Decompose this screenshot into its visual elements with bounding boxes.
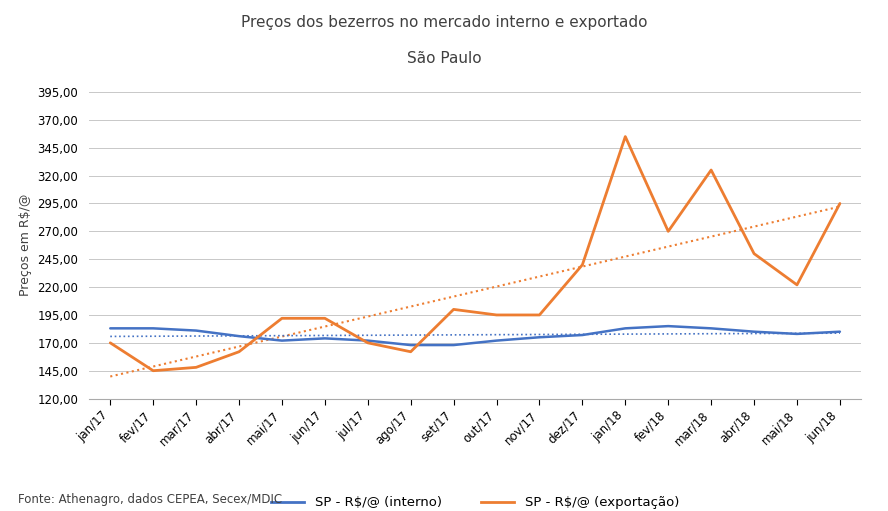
Text: São Paulo: São Paulo xyxy=(407,51,481,66)
Text: Fonte: Athenagro, dados CEPEA, Secex/MDIC: Fonte: Athenagro, dados CEPEA, Secex/MDI… xyxy=(18,493,281,506)
Legend: SP - R$/@ (interno), SP - R$/@ (exportação): SP - R$/@ (interno), SP - R$/@ (exportaç… xyxy=(266,491,685,511)
Text: Preços dos bezerros no mercado interno e exportado: Preços dos bezerros no mercado interno e… xyxy=(241,15,647,30)
Y-axis label: Preços em R$/@: Preços em R$/@ xyxy=(19,194,32,296)
